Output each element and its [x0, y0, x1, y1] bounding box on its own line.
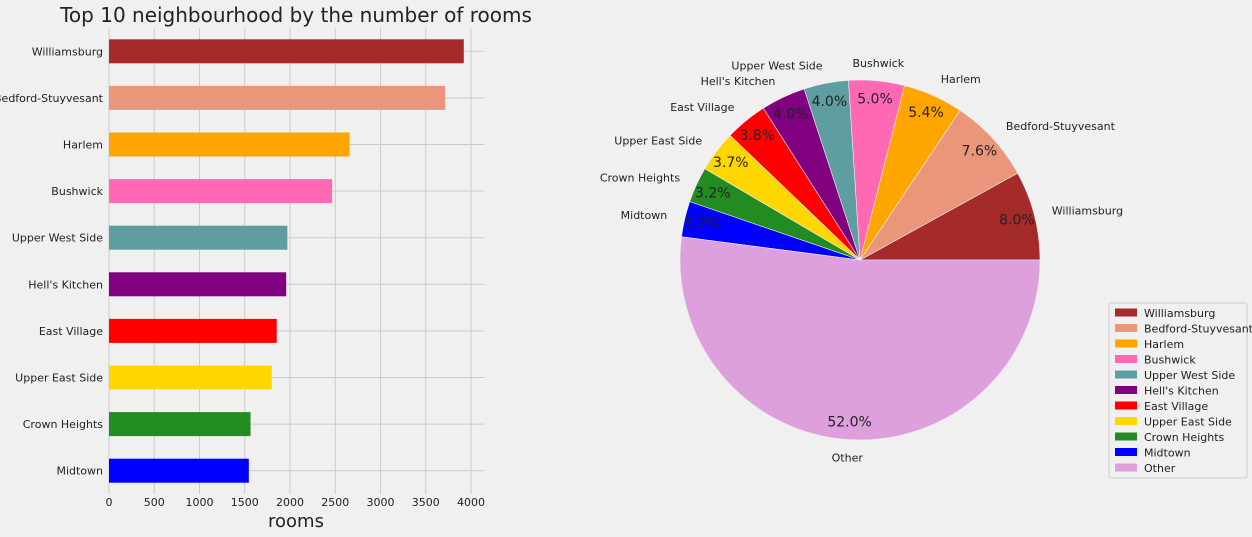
x-tick-label: 2000	[276, 496, 304, 509]
x-tick-label: 1000	[186, 496, 214, 509]
legend-items: Williamsburg Bedford-Stuyvesant Harlem Bush…	[1115, 307, 1252, 475]
bar	[109, 272, 287, 297]
category-label: Bushwick	[51, 185, 103, 198]
pie-chart: Williamsburg Bedford-Stuyvesant Harlem Bush…	[600, 57, 1123, 465]
category-label: Hell's Kitchen	[28, 278, 103, 291]
legend-swatch	[1115, 448, 1137, 456]
legend-label: Other	[1144, 462, 1176, 475]
pie-chart-slices	[679, 79, 1041, 441]
pie-label: Bushwick	[852, 57, 904, 70]
pie-label: Harlem	[941, 73, 981, 86]
legend-label: Midtown	[1144, 447, 1191, 460]
pie-percent-label: 52.0%	[827, 415, 871, 431]
legend-swatch	[1115, 401, 1137, 410]
legend-label: Bushwick	[1144, 354, 1196, 367]
pie-label: Upper East Side	[614, 135, 702, 148]
pie-percent-label: 5.0%	[857, 92, 893, 108]
bar	[109, 458, 249, 483]
legend-swatch	[1115, 308, 1137, 317]
pie-label: Other	[832, 452, 864, 465]
bar-chart-x-tick-labels: 0 500 1000 1500 2000 2500 3000 3500 4000	[106, 496, 486, 509]
legend-swatch	[1115, 417, 1137, 425]
legend-frame	[1108, 302, 1248, 479]
pie-label: East Village	[670, 101, 734, 114]
x-tick-label: 3500	[412, 496, 440, 509]
legend-label: Williamsburg	[1144, 307, 1215, 320]
legend-swatch	[1115, 355, 1137, 363]
pie-label: Williamsburg	[1052, 205, 1123, 218]
category-label: Upper West Side	[12, 232, 103, 245]
pie-slice	[679, 236, 1041, 441]
pie-label: Upper West Side	[731, 60, 822, 73]
category-label: Crown Heights	[23, 418, 104, 431]
category-label: Harlem	[63, 139, 103, 152]
pie-chart-legend: Williamsburg Bedford-Stuyvesant Harlem Bush…	[1108, 302, 1252, 479]
x-tick-label: 4000	[457, 496, 485, 509]
bar-chart-title: Top 10 neighbourhood by the number of ro…	[59, 3, 532, 27]
pie-label: Crown Heights	[600, 171, 681, 184]
pie-percent-label: 7.6%	[962, 144, 998, 160]
pie-slice	[859, 172, 1041, 261]
x-tick-label: 0	[106, 496, 113, 509]
category-label: Midtown	[56, 465, 103, 478]
pie-percent-label: 4.0%	[773, 107, 809, 123]
legend-swatch	[1115, 339, 1137, 348]
legend-label: Upper East Side	[1144, 416, 1232, 429]
pie-label: Midtown	[621, 209, 668, 222]
legend-swatch	[1115, 324, 1137, 332]
pie-percent-label: 3.2%	[684, 216, 720, 232]
pie-percent-label: 8.0%	[999, 213, 1035, 229]
bar-chart: Top 10 neighbourhood by the number of ro…	[0, 3, 532, 532]
legend-swatch	[1115, 432, 1137, 441]
bar	[109, 225, 288, 250]
pie-percent-label: 3.8%	[739, 128, 775, 144]
pie-percent-label: 5.4%	[908, 105, 944, 121]
x-tick-label: 2500	[321, 496, 349, 509]
legend-label: Harlem	[1144, 338, 1184, 351]
pie-percent-label: 3.7%	[713, 155, 749, 171]
bar	[109, 85, 446, 110]
category-label: Williamsburg	[32, 45, 103, 58]
pie-chart-labels: Williamsburg Bedford-Stuyvesant Harlem Bush…	[600, 57, 1123, 465]
x-tick-label: 1500	[231, 496, 259, 509]
legend-swatch	[1115, 370, 1137, 379]
bar-chart-bars	[109, 39, 464, 483]
pie-label: Hell's Kitchen	[701, 75, 776, 88]
legend-label: Hell's Kitchen	[1144, 385, 1219, 398]
category-label: Bedford-Stuyvesant	[0, 92, 104, 105]
bar	[109, 412, 251, 437]
legend-label: Crown Heights	[1144, 431, 1225, 444]
pie-percent-label: 4.0%	[812, 94, 848, 110]
bar-chart-x-axis-label: rooms	[268, 511, 324, 532]
category-label: East Village	[39, 325, 103, 338]
bar	[109, 179, 333, 204]
bar	[109, 318, 277, 343]
pie-chart-percent-labels: 8.0% 7.6% 5.4% 5.0% 4.0%4.0% 3.8% 3.7% 3.2% 3.2%…	[684, 92, 1034, 431]
legend-label: East Village	[1144, 400, 1208, 413]
pie-label: Bedford-Stuyvesant	[1006, 120, 1116, 133]
x-tick-label: 500	[144, 496, 165, 509]
legend-swatch	[1115, 386, 1137, 394]
pie-percent-label: 3.2%	[695, 185, 731, 201]
category-label: Upper East Side	[15, 372, 103, 385]
x-tick-label: 3000	[367, 496, 395, 509]
bar-chart-category-labels: Williamsburg Bedford-Stuyvesant Harlem Bush…	[0, 45, 104, 477]
bar	[109, 365, 272, 390]
legend-swatch	[1115, 463, 1137, 472]
bar	[109, 132, 350, 157]
bar	[109, 39, 464, 64]
legend-label: Upper West Side	[1144, 369, 1235, 382]
legend-label: Bedford-Stuyvesant	[1144, 323, 1252, 336]
